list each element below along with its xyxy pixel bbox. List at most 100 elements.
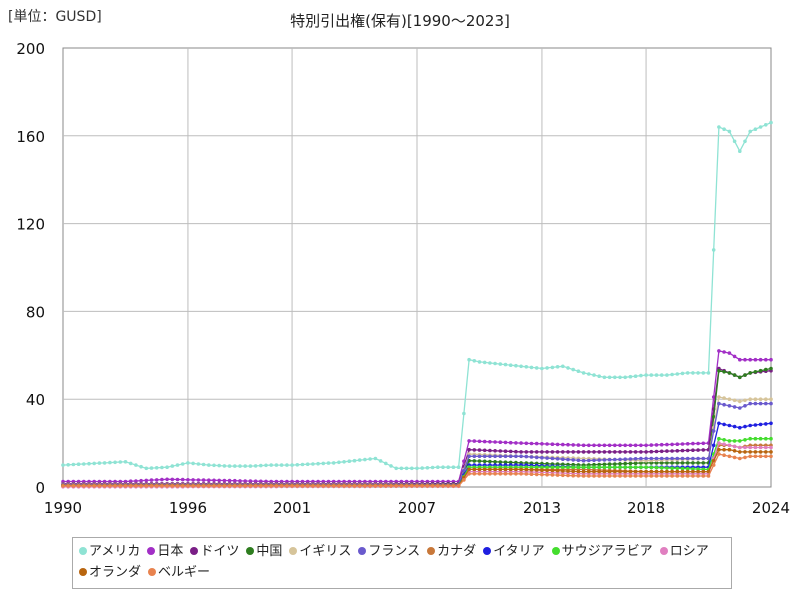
- data-point: [732, 373, 737, 377]
- data-point: [555, 465, 560, 470]
- data-point: [732, 354, 737, 359]
- data-point: [529, 472, 534, 477]
- data-point: [498, 454, 503, 459]
- data-point: [118, 460, 123, 464]
- data-point: [337, 484, 341, 488]
- data-point: [441, 465, 445, 470]
- data-point: [680, 456, 685, 461]
- data-point: [649, 465, 654, 470]
- data-point: [545, 456, 549, 460]
- data-point: [618, 375, 622, 380]
- data-point: [555, 468, 560, 473]
- data-point: [670, 469, 674, 474]
- data-point: [61, 463, 65, 467]
- data-point: [149, 466, 154, 470]
- data-point: [561, 469, 565, 473]
- data-point: [753, 450, 758, 454]
- data-point: [238, 484, 242, 488]
- data-point: [670, 372, 674, 377]
- legend-item: ベルギー: [148, 562, 210, 583]
- data-point: [758, 401, 763, 406]
- data-point: [326, 461, 331, 465]
- data-point: [566, 457, 570, 462]
- data-point: [472, 467, 477, 472]
- legend-label: ベルギー: [158, 565, 211, 580]
- data-point: [472, 459, 477, 463]
- data-point: [493, 454, 497, 459]
- data-point: [613, 474, 617, 478]
- data-point: [670, 466, 674, 471]
- data-point: [670, 456, 674, 461]
- data-point: [691, 467, 695, 471]
- unit-label: [単位：GUSD]: [8, 9, 102, 25]
- data-point: [477, 459, 482, 463]
- data-point: [170, 484, 175, 488]
- data-point: [175, 477, 180, 482]
- data-point: [342, 484, 346, 488]
- legend-label: 中国: [256, 544, 283, 559]
- data-point: [451, 484, 456, 488]
- data-point: [410, 466, 414, 471]
- legend-item: イタリア: [483, 541, 545, 562]
- data-point: [764, 123, 768, 127]
- data-point: [519, 441, 523, 445]
- data-point: [102, 484, 107, 488]
- data-point: [534, 441, 539, 446]
- data-point: [394, 466, 399, 471]
- data-point: [514, 460, 518, 465]
- data-point: [311, 484, 315, 488]
- data-point: [76, 484, 81, 488]
- data-point: [592, 443, 596, 448]
- data-point: [607, 474, 612, 478]
- data-point: [613, 465, 617, 470]
- data-point: [764, 357, 768, 362]
- data-point: [540, 450, 544, 454]
- data-point: [732, 405, 737, 409]
- data-point: [644, 443, 648, 448]
- legend-label: ドイツ: [200, 544, 240, 559]
- y-tick-label: 120: [16, 216, 45, 234]
- data-point: [587, 465, 591, 470]
- data-point: [633, 461, 638, 466]
- data-point: [665, 466, 669, 470]
- data-point: [482, 454, 487, 459]
- data-point: [758, 454, 763, 459]
- data-point: [597, 458, 601, 462]
- legend-label: カナダ: [437, 544, 477, 559]
- data-point: [493, 440, 497, 444]
- data-point: [482, 467, 487, 472]
- data-point: [722, 127, 726, 131]
- data-point: [368, 484, 372, 488]
- y-tick-label: 40: [26, 391, 45, 409]
- data-point: [446, 465, 451, 470]
- legend-item: 日本: [147, 541, 183, 562]
- data-point: [566, 469, 570, 473]
- data-point: [607, 457, 612, 462]
- data-point: [503, 472, 508, 476]
- data-point: [758, 450, 763, 454]
- data-point: [659, 469, 664, 474]
- data-point: [576, 469, 581, 474]
- data-point: [555, 365, 560, 369]
- data-point: [337, 460, 341, 465]
- data-point: [602, 450, 607, 454]
- data-point: [347, 484, 352, 488]
- data-point: [92, 461, 96, 466]
- data-point: [738, 357, 742, 362]
- data-point: [628, 469, 633, 474]
- data-point: [550, 465, 555, 470]
- legend-marker-icon: [148, 567, 157, 576]
- data-point: [534, 472, 539, 477]
- data-point: [561, 465, 565, 470]
- data-point: [524, 450, 529, 454]
- data-point: [592, 450, 596, 454]
- data-point: [326, 484, 331, 488]
- data-point: [488, 454, 492, 459]
- data-point: [587, 450, 591, 454]
- data-point: [696, 467, 700, 471]
- data-point: [207, 478, 211, 483]
- data-point: [613, 457, 617, 462]
- data-point: [212, 484, 216, 488]
- data-point: [561, 450, 565, 454]
- data-point: [670, 461, 674, 465]
